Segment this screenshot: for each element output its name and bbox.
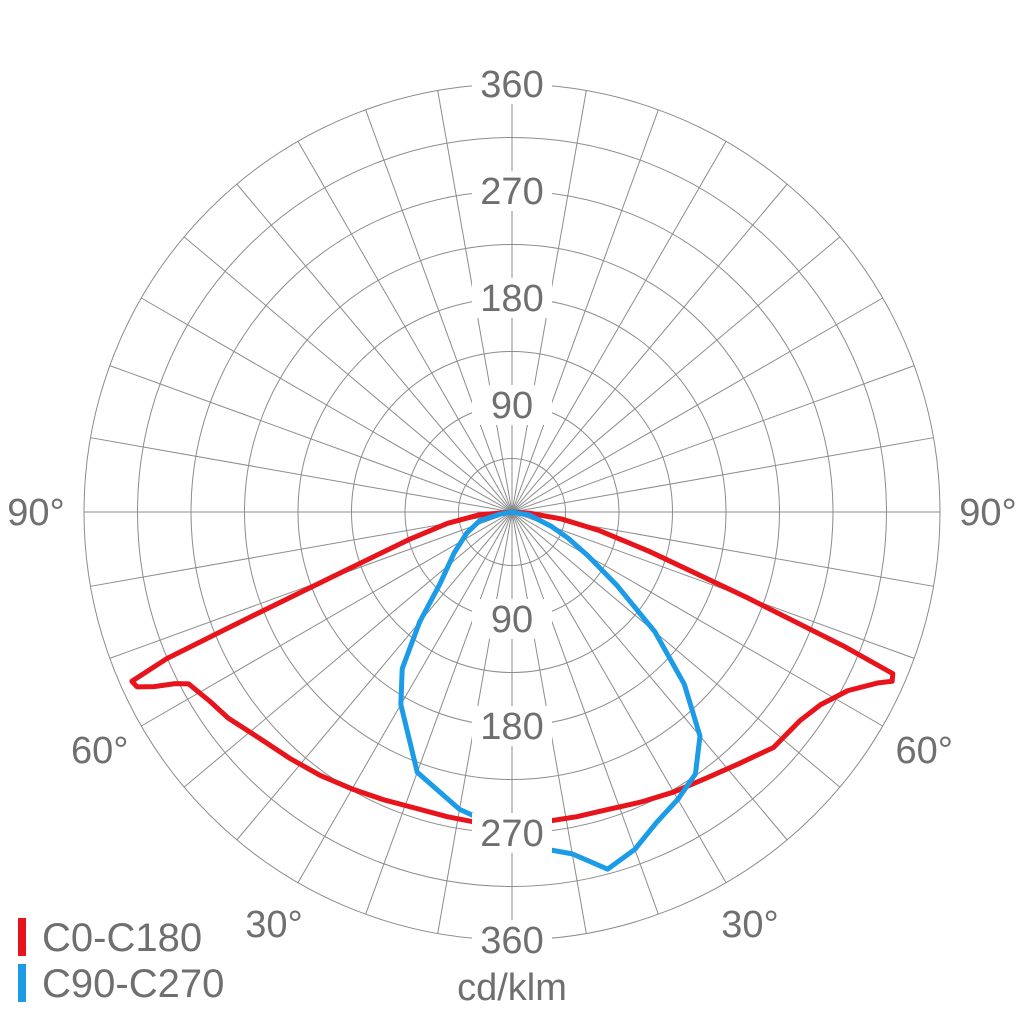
angle-label-right-60: 60° [895, 730, 952, 772]
tick-label-bg [472, 171, 552, 211]
grid-spoke-60 [511, 511, 883, 727]
grid-spoke-310 [183, 511, 513, 788]
grid-spoke-210 [297, 141, 513, 513]
grid-spoke-220 [236, 183, 513, 513]
grid-spoke-260 [90, 437, 513, 513]
angle-label-right-30: 30° [721, 904, 778, 946]
grid-spoke-320 [236, 511, 513, 841]
radial-tick-label-down-180: 180 [480, 706, 543, 748]
grid-spoke-150 [511, 141, 727, 513]
grid-spoke-130 [511, 236, 841, 513]
tick-label-bg [472, 920, 552, 960]
grid-spoke-110 [511, 365, 915, 513]
radial-tick-labels: 90 90 180 180 270 270 360 360 [472, 64, 552, 962]
grid-spoke-160 [511, 109, 659, 513]
grid-spoke-50 [511, 511, 841, 788]
grid-spoke-330 [297, 511, 513, 883]
angle-labels: 90° 90° 60° 60° 30° 30° [7, 492, 1016, 946]
tick-label-bg [472, 385, 552, 425]
grid-spoke-300 [141, 511, 513, 727]
grid-spoke-120 [511, 297, 883, 513]
radial-tick-label-down-360: 360 [480, 920, 543, 962]
grid-spoke-200 [365, 109, 513, 513]
radial-tick-label-down-270: 270 [480, 813, 543, 855]
tick-label-bg [472, 278, 552, 318]
legend-label-c90-c270: C90-C270 [42, 962, 224, 1006]
unit-label: cd/klm [457, 967, 567, 1009]
legend-swatch-c0-c180 [18, 918, 26, 956]
angle-label-left-30: 30° [245, 904, 302, 946]
grid-spoke-240 [141, 297, 513, 513]
series-curve-c90-c270 [398, 509, 703, 872]
grid-spoke-70 [511, 511, 915, 659]
tick-label-bg [472, 813, 552, 853]
tick-label-bg [472, 64, 552, 104]
grid-spoke-230 [183, 236, 513, 513]
grid-spoke-250 [109, 365, 513, 513]
grid-spoke-40 [511, 511, 788, 841]
radial-tick-label-up-360: 360 [480, 64, 543, 106]
radial-tick-label-up-180: 180 [480, 278, 543, 320]
tick-label-bg [472, 599, 552, 639]
grid-spoke-30 [511, 511, 727, 883]
grid-spoke-100 [511, 437, 934, 513]
grid-spoke-140 [511, 183, 788, 513]
legend-swatch-c90-c270 [18, 964, 26, 1002]
grid-spoke-340 [365, 511, 513, 915]
radial-tick-label-up-270: 270 [480, 171, 543, 213]
radial-tick-label-up-90: 90 [491, 385, 533, 427]
angle-label-left-60: 60° [71, 730, 128, 772]
tick-label-bg [472, 706, 552, 746]
angle-label-left-90: 90° [7, 492, 64, 534]
angle-label-right-90: 90° [959, 492, 1016, 534]
radial-tick-label-down-90: 90 [491, 599, 533, 641]
legend-label-c0-c180: C0-C180 [42, 916, 202, 960]
